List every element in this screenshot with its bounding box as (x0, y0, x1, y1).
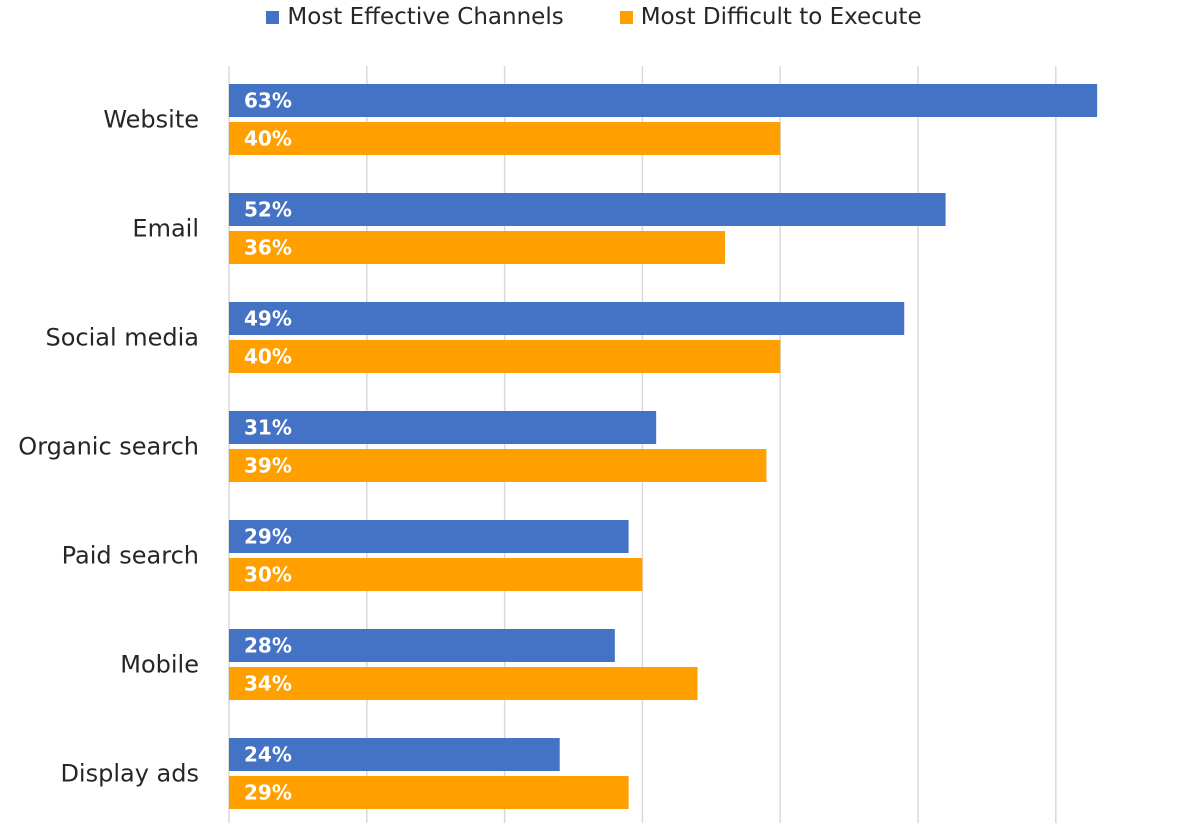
legend-swatch-effective (266, 10, 280, 24)
bar-difficult (229, 776, 629, 809)
bar-effective (229, 193, 946, 226)
bar-effective (229, 738, 560, 771)
bar-effective (229, 629, 615, 662)
data-label: 36% (244, 236, 292, 260)
data-label: 34% (244, 672, 292, 696)
legend: Most Effective Channels Most Difficult t… (0, 4, 1188, 30)
category-label: Email (132, 215, 199, 243)
category-label: Website (103, 106, 199, 134)
data-label: 40% (244, 127, 292, 151)
data-label: 49% (244, 307, 292, 331)
data-label: 40% (244, 345, 292, 369)
category-label: Organic search (18, 433, 199, 461)
data-label: 24% (244, 743, 292, 767)
legend-item-difficult: Most Difficult to Execute (619, 4, 922, 30)
data-label: 29% (244, 525, 292, 549)
bar-difficult (229, 231, 726, 264)
bar-effective (229, 84, 1098, 117)
category-label: Mobile (120, 651, 199, 679)
data-label: 30% (244, 563, 292, 587)
bar-difficult (229, 340, 781, 373)
data-label: 63% (244, 89, 292, 113)
bar-effective (229, 411, 657, 444)
bar-effective (229, 302, 905, 335)
data-label: 28% (244, 634, 292, 658)
legend-label-effective: Most Effective Channels (287, 4, 564, 30)
bar-difficult (229, 449, 767, 482)
legend-item-effective: Most Effective Channels (266, 4, 564, 30)
data-label: 31% (244, 416, 292, 440)
data-label: 52% (244, 198, 292, 222)
data-label: 39% (244, 454, 292, 478)
category-label: Paid search (62, 542, 199, 570)
bar-difficult (229, 667, 698, 700)
bar-difficult (229, 558, 643, 591)
legend-label-difficult: Most Difficult to Execute (640, 4, 922, 30)
category-label: Social media (45, 324, 199, 352)
bar-difficult (229, 122, 781, 155)
category-label: Display ads (60, 760, 199, 788)
legend-swatch-difficult (619, 10, 633, 24)
data-label: 29% (244, 781, 292, 805)
bar-effective (229, 520, 629, 553)
